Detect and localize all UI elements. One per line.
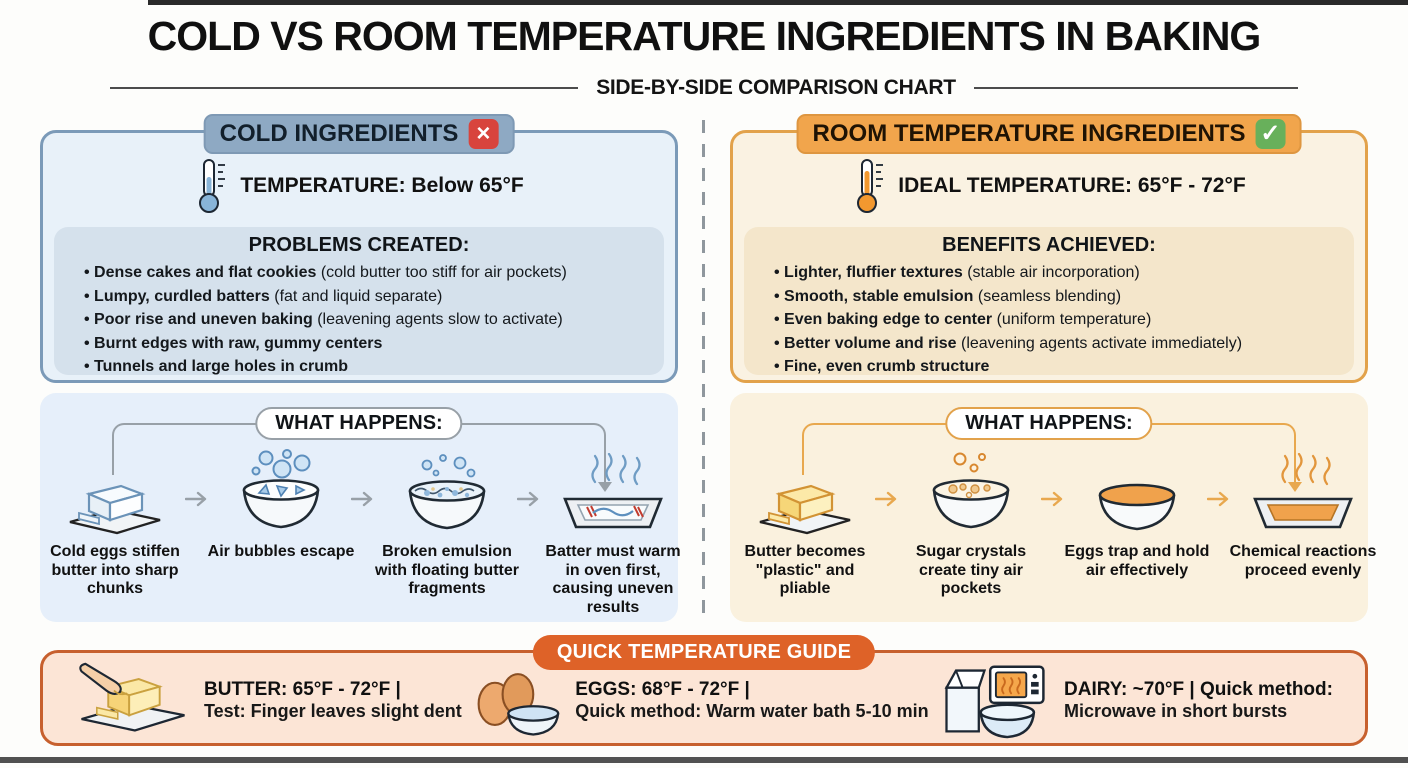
room-header-title: ROOM TEMPERATURE INGREDIENTS bbox=[812, 120, 1246, 147]
page-subtitle: SIDE-BY-SIDE COMPARISON CHART bbox=[596, 76, 956, 99]
bottom-edge-artifact bbox=[0, 757, 1408, 763]
list-item: Dense cakes and flat cookies (cold butte… bbox=[84, 261, 664, 285]
subtitle-rule-right bbox=[973, 87, 1298, 89]
eggs-water-bowl-icon bbox=[477, 673, 560, 736]
cold-problems-box: PROBLEMS CREATED: Dense cakes and flat c… bbox=[54, 227, 664, 375]
room-temperature-label: IDEAL TEMPERATURE: 65°F - 72°F bbox=[898, 174, 1246, 197]
cold-flow-steps: Cold eggs stiffen butter into sharp chun… bbox=[45, 445, 681, 617]
guide-item-eggs: EGGS: 68°F - 72°F | Quick method: Warm w… bbox=[470, 663, 929, 737]
finger-butter-test-icon bbox=[79, 662, 185, 732]
room-benefits-box: BENEFITS ACHIEVED: Lighter, fluffier tex… bbox=[744, 227, 1354, 375]
guide-item-butter: BUTTER: 65°F - 72°F | Test: Finger leave… bbox=[75, 660, 462, 740]
flow-arrow-icon bbox=[350, 490, 377, 617]
flow-arrow-icon bbox=[516, 490, 543, 617]
cold-header-title: COLD INGREDIENTS bbox=[219, 120, 459, 147]
list-item: Fine, even crumb structure bbox=[774, 355, 1354, 379]
flow-step-label: Air bubbles escape bbox=[207, 543, 355, 560]
flow-step-label: Butter becomes "plastic" and pliable bbox=[744, 543, 866, 598]
cold-flow-section: WHAT HAPPENS: Cold eggs stiffen butter i… bbox=[40, 393, 681, 622]
page-title: COLD VS ROOM TEMPERATURE INGREDIENTS IN … bbox=[147, 13, 1262, 59]
flow-arrow-icon bbox=[874, 490, 901, 599]
list-item: Lumpy, curdled batters (fat and liquid s… bbox=[84, 285, 664, 309]
room-flow-section: WHAT HAPPENS: Butter becomes "plastic" a… bbox=[730, 393, 1376, 622]
cold-problems-list: Dense cakes and flat cookies (cold butte… bbox=[84, 261, 664, 379]
thermometer-warm-icon bbox=[857, 159, 884, 213]
bowl-sugar-crystals-icon bbox=[932, 452, 1010, 529]
cold-connector-left bbox=[112, 423, 266, 475]
flow-arrow-icon bbox=[1040, 490, 1067, 599]
flow-step: Butter becomes "plastic" and pliable bbox=[735, 445, 875, 599]
flow-step: Air bubbles escape bbox=[208, 445, 354, 617]
guide-butter-line1: BUTTER: 65°F - 72°F | bbox=[204, 678, 401, 700]
baking-pan-even-icon bbox=[1253, 453, 1353, 529]
cold-temperature-label: TEMPERATURE: Below 65°F bbox=[240, 174, 524, 197]
soft-butter-dish-icon bbox=[759, 484, 851, 535]
flow-step: Cold eggs stiffen butter into sharp chun… bbox=[45, 445, 185, 617]
flow-arrow-icon bbox=[1206, 490, 1233, 599]
bowl-escaping-bubbles-icon bbox=[242, 449, 320, 529]
room-flow-steps: Butter becomes "plastic" and pliable bbox=[735, 445, 1376, 599]
center-dashed-divider bbox=[702, 120, 705, 618]
flow-step-label: Broken emulsion with floating butter fra… bbox=[375, 543, 519, 598]
list-item: Even baking edge to center (uniform temp… bbox=[774, 308, 1354, 332]
cold-what-happens-pill: WHAT HAPPENS: bbox=[255, 407, 463, 440]
dairy-milk-microwave-icon bbox=[944, 665, 1045, 739]
guide-title-pill: QUICK TEMPERATURE GUIDE bbox=[532, 635, 876, 670]
baking-pan-uneven-icon bbox=[563, 453, 663, 529]
thermometer-cold-icon bbox=[199, 159, 226, 213]
room-temperature-row: IDEAL TEMPERATURE: 65°F - 72°F bbox=[733, 157, 1365, 215]
room-temp-column: IDEAL TEMPERATURE: 65°F - 72°F BENEFITS … bbox=[730, 110, 1376, 622]
list-item: Tunnels and large holes in crumb bbox=[84, 355, 664, 379]
room-what-happens-pill: WHAT HAPPENS: bbox=[945, 407, 1153, 440]
flow-step-label: Sugar crystals create tiny air pockets bbox=[915, 543, 1027, 598]
x-mark-icon: × bbox=[468, 119, 499, 149]
list-item: Burnt edges with raw, gummy centers bbox=[84, 332, 664, 356]
guide-eggs-line2: Quick method: Warm water bath 5-10 min bbox=[575, 700, 929, 721]
room-header-pill: ROOM TEMPERATURE INGREDIENTS ✓ bbox=[796, 114, 1302, 154]
cold-column: TEMPERATURE: Below 65°F PROBLEMS CREATED… bbox=[40, 110, 681, 622]
flow-step: Eggs trap and hold air effectively bbox=[1065, 445, 1209, 599]
flow-step-label: Batter must warm in oven first, causing … bbox=[545, 543, 681, 616]
room-panel: IDEAL TEMPERATURE: 65°F - 72°F BENEFITS … bbox=[730, 130, 1368, 383]
flow-step: Chemical reactions proceed evenly bbox=[1230, 445, 1376, 599]
cold-temperature-row: TEMPERATURE: Below 65°F bbox=[43, 157, 675, 215]
subtitle-rule-left bbox=[110, 87, 579, 89]
bowl-broken-emulsion-icon bbox=[408, 454, 486, 530]
quick-temperature-guide: QUICK TEMPERATURE GUIDE BUTTER: 65°F - 7… bbox=[40, 635, 1368, 746]
flow-step-label: Eggs trap and hold air effectively bbox=[1064, 543, 1210, 579]
cold-panel: TEMPERATURE: Below 65°F PROBLEMS CREATED… bbox=[40, 130, 678, 383]
check-mark-icon: ✓ bbox=[1255, 119, 1286, 149]
subtitle-row: SIDE-BY-SIDE COMPARISON CHART bbox=[0, 76, 1408, 100]
top-edge-artifact bbox=[148, 0, 1408, 5]
list-item: Lighter, fluffier textures (stable air i… bbox=[774, 261, 1354, 285]
cold-problems-heading: PROBLEMS CREATED: bbox=[248, 234, 470, 256]
flow-step: Batter must warm in oven first, causing … bbox=[543, 445, 683, 617]
list-item: Better volume and rise (leavening agents… bbox=[774, 332, 1354, 356]
guide-eggs-line1: EGGS: 68°F - 72°F | bbox=[575, 678, 750, 700]
guide-dairy-line1: DAIRY: ~70°F | Quick method: bbox=[1064, 678, 1333, 700]
room-connector-arrow bbox=[1142, 423, 1302, 492]
guide-item-dairy: DAIRY: ~70°F | Quick method: Microwave i… bbox=[937, 659, 1333, 741]
room-connector-left bbox=[802, 423, 956, 475]
room-benefits-heading: BENEFITS ACHIEVED: bbox=[942, 234, 1156, 256]
flow-step: Broken emulsion with floating butter fra… bbox=[375, 445, 519, 617]
guide-dairy-line2: Microwave in short bursts bbox=[1064, 700, 1288, 721]
flow-step-label: Cold eggs stiffen butter into sharp chun… bbox=[50, 543, 180, 598]
cold-connector-arrow bbox=[452, 423, 612, 492]
guide-butter-line2: Test: Finger leaves slight dent bbox=[204, 700, 462, 721]
room-benefits-list: Lighter, fluffier textures (stable air i… bbox=[774, 261, 1354, 379]
flow-arrow-icon bbox=[184, 490, 211, 617]
cold-butter-dish-icon bbox=[69, 484, 161, 535]
cold-header-pill: COLD INGREDIENTS × bbox=[203, 114, 515, 154]
flow-step-label: Chemical reactions proceed evenly bbox=[1229, 543, 1377, 579]
flow-step: Sugar crystals create tiny air pockets bbox=[901, 445, 1041, 599]
list-item: Poor rise and uneven baking (leavening a… bbox=[84, 308, 664, 332]
bowl-egg-batter-icon bbox=[1098, 483, 1176, 531]
list-item: Smooth, stable emulsion (seamless blendi… bbox=[774, 285, 1354, 309]
